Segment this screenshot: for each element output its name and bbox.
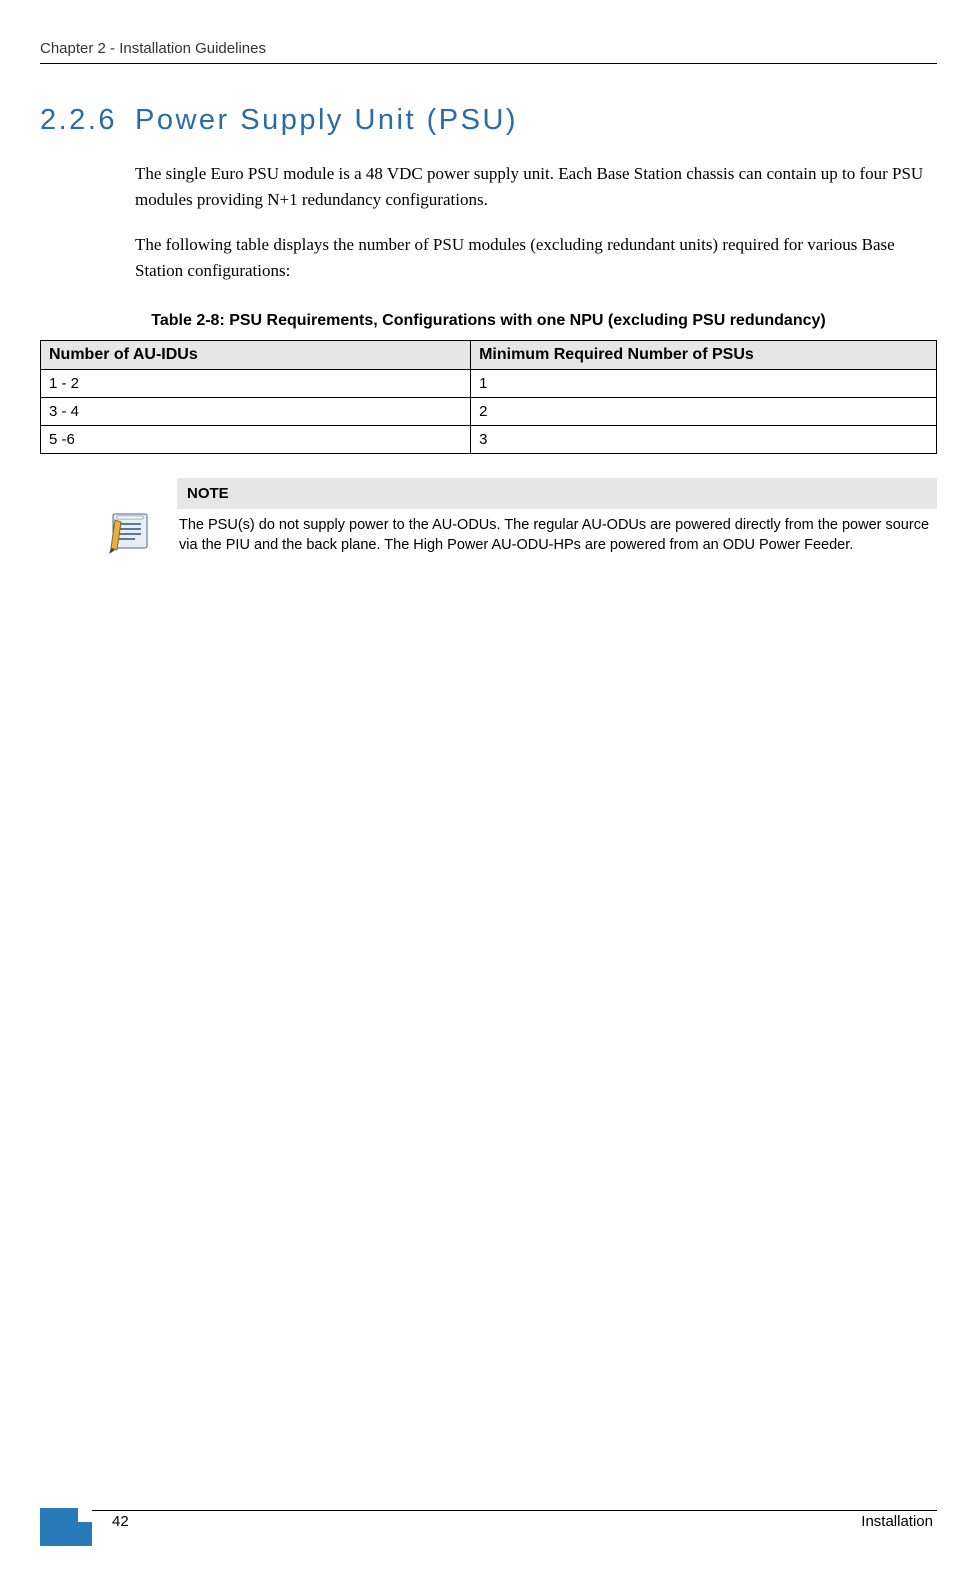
table-cell: 1 - 2 [41,370,471,398]
table-row: 1 - 2 1 [41,370,937,398]
footer-line: 42 Installation [92,1510,937,1530]
section-title: Power Supply Unit (PSU) [135,104,518,136]
footer-doc-title: Installation [861,1513,933,1530]
table-row: 3 - 4 2 [41,398,937,426]
note-text: The PSU(s) do not supply power to the AU… [177,509,937,555]
chapter-header: Chapter 2 - Installation Guidelines [40,40,937,64]
footer-notch [78,1508,92,1522]
note-content: NOTE The PSU(s) do not supply power to t… [177,478,937,561]
table-cell: 1 [471,370,937,398]
note-icon-column [107,478,177,561]
paragraph-1: The single Euro PSU module is a 48 VDC p… [135,161,937,214]
table-header-row: Number of AU-IDUs Minimum Required Numbe… [41,341,937,370]
footer-bar: 42 Installation [40,1508,937,1546]
table-header-col1: Number of AU-IDUs [41,341,471,370]
table-caption: Table 2-8: PSU Requirements, Configurati… [40,312,937,330]
note-box: NOTE The PSU(s) do not supply power to t… [107,478,937,561]
table-header-col2: Minimum Required Number of PSUs [471,341,937,370]
psu-requirements-table: Number of AU-IDUs Minimum Required Numbe… [40,340,937,454]
note-icon [107,543,155,560]
table-cell: 5 -6 [41,426,471,454]
page-number: 42 [96,1513,129,1530]
note-label: NOTE [177,478,937,509]
main-content: 2.2.6Power Supply Unit (PSU) The single … [40,104,937,1576]
page-footer: 42 Installation [0,1508,977,1546]
paragraph-2: The following table displays the number … [135,232,937,285]
section-number: 2.2.6 [40,104,135,137]
footer-decoration [40,1508,92,1546]
table-cell: 3 [471,426,937,454]
table-cell: 2 [471,398,937,426]
table-cell: 3 - 4 [41,398,471,426]
table-row: 5 -6 3 [41,426,937,454]
section-heading: 2.2.6Power Supply Unit (PSU) [40,104,937,137]
page-container: Chapter 2 - Installation Guidelines 2.2.… [0,0,977,1576]
